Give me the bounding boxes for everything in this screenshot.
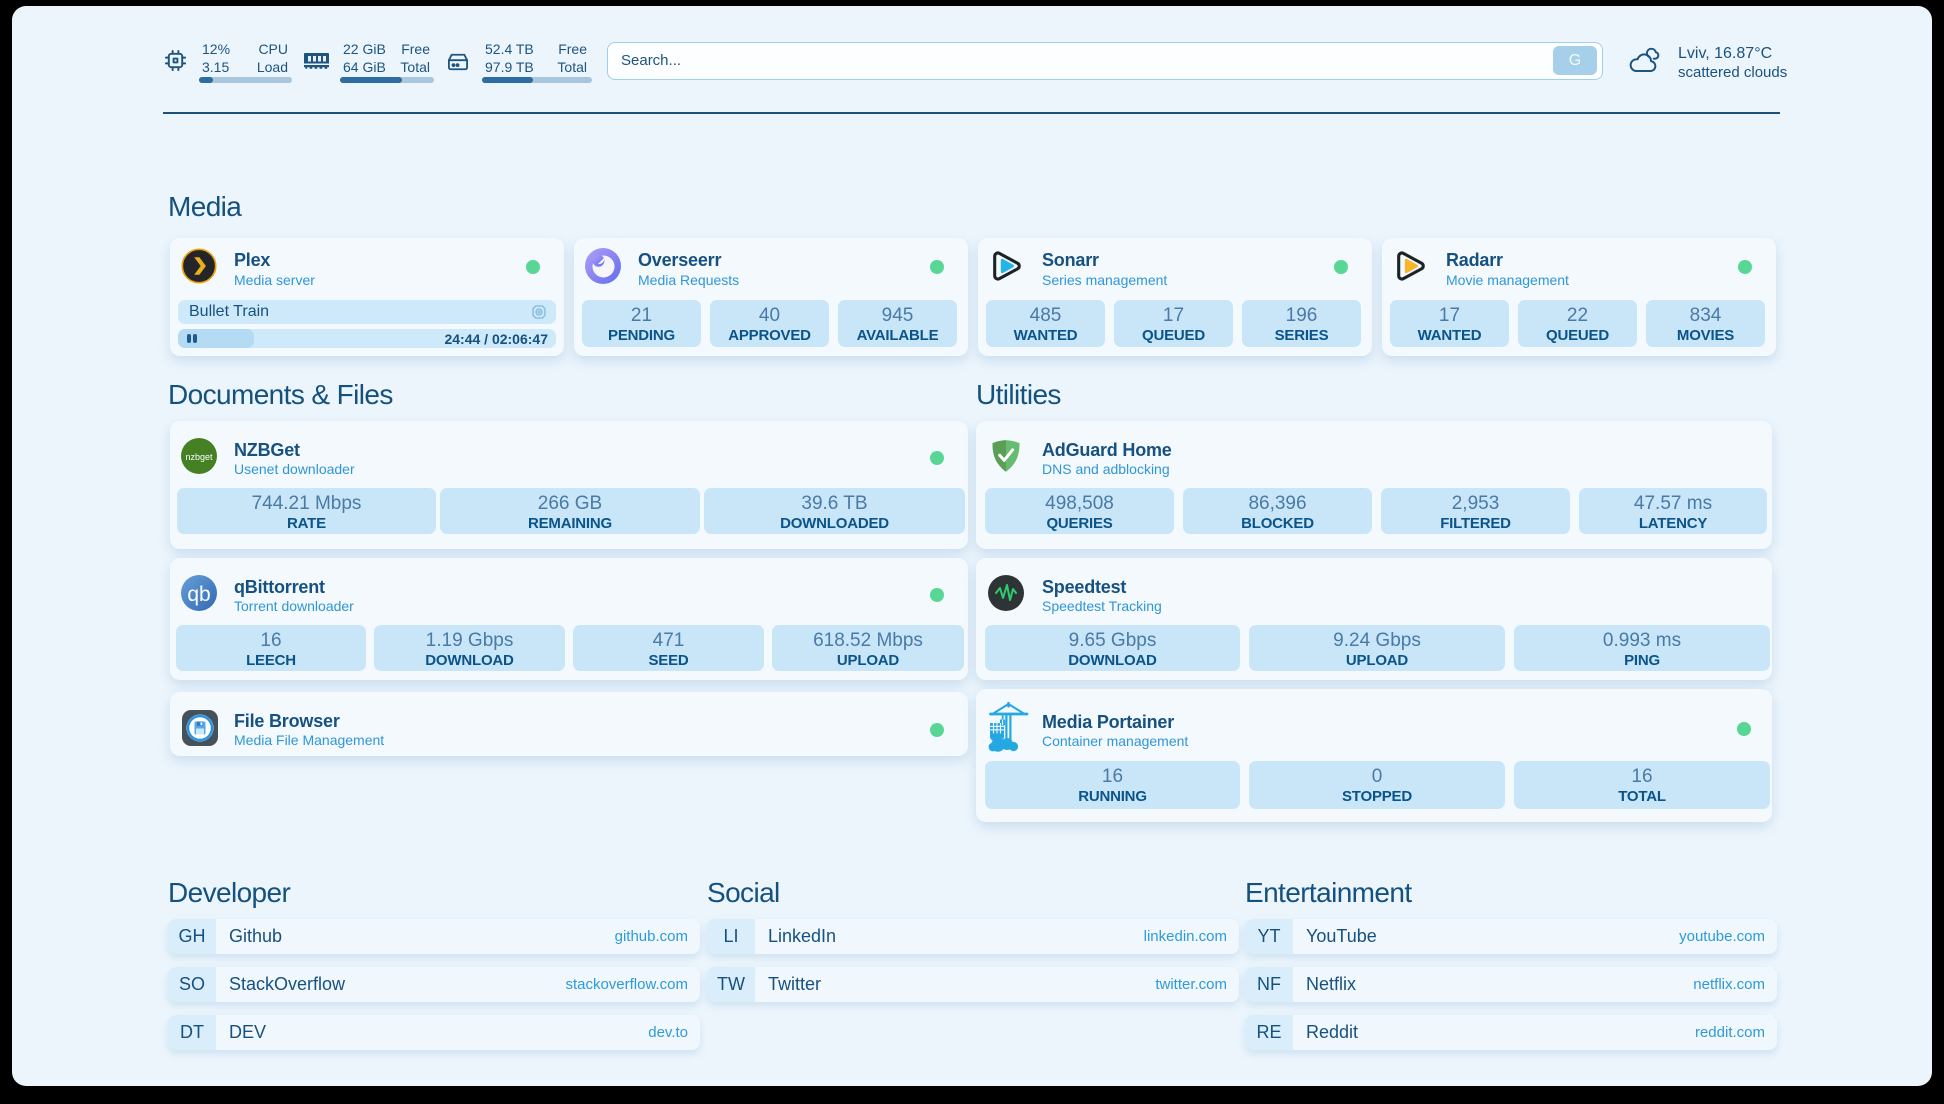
svg-text:qb: qb <box>187 583 210 606</box>
svg-text:nzbget: nzbget <box>185 452 213 462</box>
